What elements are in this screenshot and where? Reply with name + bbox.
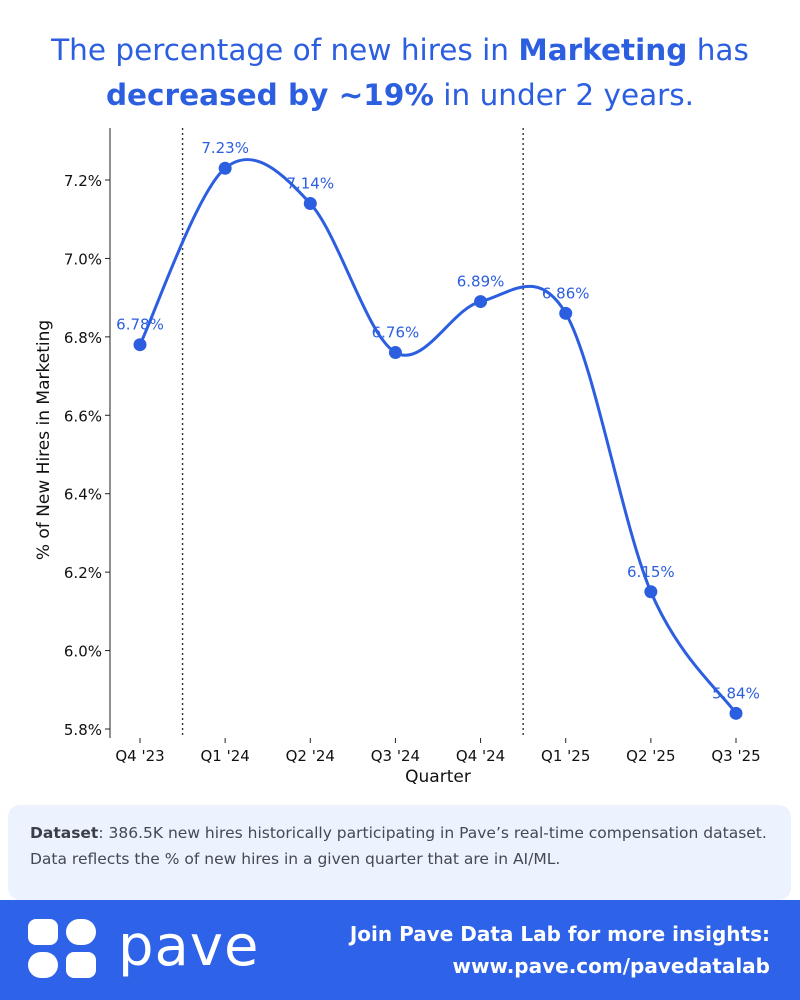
y-tick-label: 6.2% <box>64 564 102 582</box>
y-tick-label: 6.0% <box>64 643 102 661</box>
dataset-note: Dataset: 386.5K new hires historically p… <box>8 805 791 900</box>
x-tick-label: Q1 '24 <box>200 747 249 765</box>
chart-axes: 5.8% 6.0% 6.2% 6.4% 6.6% 6.8% 7.0% 7.2% Q4 '23 Q1… <box>64 128 761 765</box>
headline-part-1: The percentage of new hires in <box>51 33 519 67</box>
cta-text: Join Pave Data Lab for more insights: ww… <box>350 918 770 982</box>
data-labels: 6.78% 7.23% 7.14% 6.76% 6.89% 6.86% 6.15% 5.84% <box>116 139 760 702</box>
y-tick-label: 6.4% <box>64 486 102 504</box>
data-point <box>474 295 488 309</box>
data-point <box>218 161 232 175</box>
headline-part-3: in under 2 years. <box>433 78 695 112</box>
data-label: 6.76% <box>372 324 420 342</box>
pave-logo-icon <box>28 919 96 978</box>
y-tick-label: 6.6% <box>64 407 102 425</box>
chart-headline: The percentage of new hires in Marketing… <box>0 28 800 118</box>
data-label: 6.78% <box>116 316 164 334</box>
y-tick-label: 7.0% <box>64 250 102 268</box>
x-tick-label: Q2 '25 <box>626 747 675 765</box>
data-label: 7.23% <box>201 139 249 157</box>
series-line <box>138 158 738 715</box>
x-tick-label: Q4 '24 <box>456 747 505 765</box>
x-tick-label: Q1 '25 <box>541 747 590 765</box>
footer-banner: pave Join Pave Data Lab for more insight… <box>0 900 800 1000</box>
chart-dividers <box>181 128 524 738</box>
line-chart: 5.8% 6.0% 6.2% 6.4% 6.6% 6.8% 7.0% 7.2% Q4 '23 Q1… <box>34 128 761 787</box>
data-label: 5.84% <box>712 684 760 702</box>
y-axis-title: % of New Hires in Marketing <box>34 320 54 560</box>
data-point <box>303 197 317 211</box>
data-point <box>559 306 573 320</box>
pave-wordmark: pave <box>118 914 260 979</box>
x-tick-label: Q3 '25 <box>711 747 760 765</box>
cta-link[interactable]: www.pave.com/pavedatalab <box>452 954 770 978</box>
data-label: 6.15% <box>627 563 675 581</box>
y-tick-label: 5.8% <box>64 721 102 739</box>
headline-highlight-marketing: Marketing <box>518 33 688 67</box>
data-point <box>644 585 658 599</box>
data-label: 6.86% <box>542 284 590 302</box>
y-tick-label: 7.2% <box>64 172 102 190</box>
data-point <box>729 706 743 720</box>
x-axis-title: Quarter <box>405 767 471 787</box>
x-tick-label: Q2 '24 <box>286 747 335 765</box>
y-tick-label: 6.8% <box>64 329 102 347</box>
dataset-label: Dataset <box>30 824 99 842</box>
headline-highlight-decrease: decreased by ~19% <box>105 78 434 112</box>
data-label: 7.14% <box>286 175 334 193</box>
cta-line-1: Join Pave Data Lab for more insights: <box>349 922 770 946</box>
dataset-text: : 386.5K new hires historically particip… <box>30 824 767 868</box>
data-points <box>133 161 743 720</box>
x-tick-label: Q4 '23 <box>115 747 164 765</box>
headline-part-2: has <box>687 33 749 67</box>
data-point <box>133 338 147 352</box>
x-tick-label: Q3 '24 <box>371 747 420 765</box>
data-point <box>388 346 402 360</box>
data-label: 6.89% <box>457 273 505 291</box>
